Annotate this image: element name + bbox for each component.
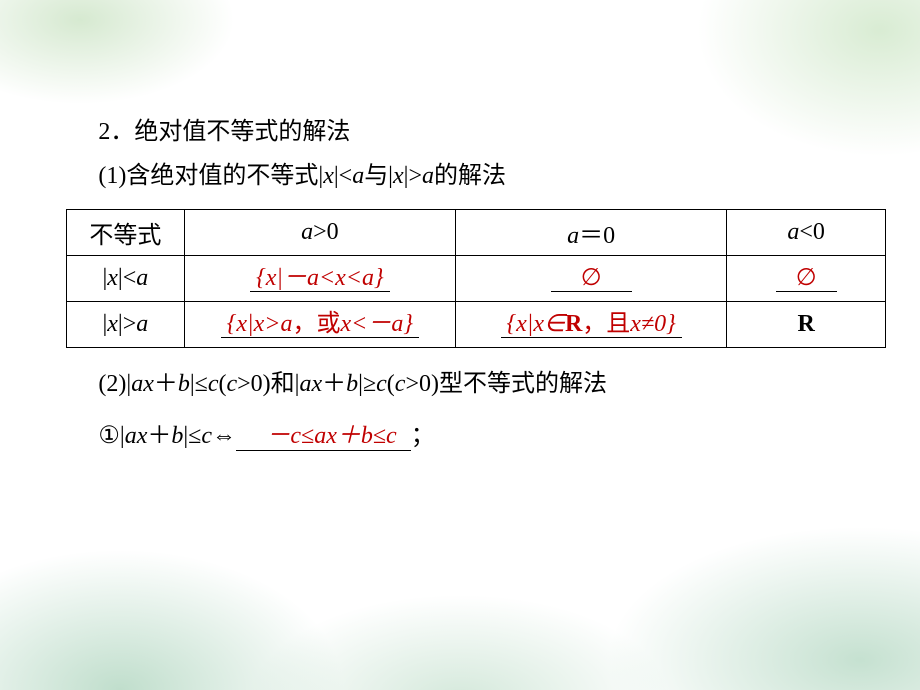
cell-answer: R [727,301,886,347]
slide-content: 2．绝对值不等式的解法 (1)含绝对值的不等式|x|<a与|x|>a的解法 不等… [72,110,872,459]
text: 与| [364,163,393,189]
var-x: x [107,265,118,291]
table-row: 不等式 a>0 a＝0 a<0 [67,209,886,255]
cell-answer: {x|x>a，或x<－a} [184,301,455,347]
text: ＝0 [579,223,615,249]
var-b: b [346,371,358,397]
var-b: b [178,371,190,397]
text: ，且 [582,311,630,337]
var-ax: ax [125,423,148,449]
cell-answer: {x|x∈R，且x≠0} [456,301,727,347]
var-a: a [567,223,579,249]
text: x≠0} [630,311,675,337]
answer-text: {x|x∈R，且x≠0} [501,311,682,338]
var-a: a [352,163,364,189]
header-a-lt-0: a<0 [727,209,886,255]
header-a-gt-0: a>0 [184,209,455,255]
cell-answer: ∅ [456,255,727,301]
text: ①| [98,423,124,449]
answer-text: {x|x>a，或x<－a} [221,311,419,338]
var-ax: ax [299,371,322,397]
text: {x|x>a [227,311,293,337]
answer-text: －c≤ax＋b≤c [236,423,411,450]
var-c: c [395,371,406,397]
answer-text: {x|－a<x<a} [250,265,390,292]
cell-lhs: |x|<a [67,255,185,301]
var-a: a [787,219,799,245]
cell-answer: {x|－a<x<a} [184,255,455,301]
var-a: a [422,163,434,189]
text: |> [404,163,422,189]
text: ＋ [154,371,178,397]
text: >0)和| [237,371,299,397]
var-x: x [107,311,118,337]
text: ＋ [322,371,346,397]
cell-lhs: |x|>a [67,301,185,347]
var-a: a [136,311,148,337]
text: ＋ [147,423,171,449]
text: ； [411,423,435,449]
text: |< [118,265,136,291]
header-a-eq-0: a＝0 [456,209,727,255]
cell-answer: ∅ [727,255,886,301]
set-R: R [797,311,814,337]
text: |≤ [183,423,201,449]
text: ，或 [292,311,340,337]
text: |< [334,163,352,189]
var-c: c [208,371,219,397]
var-c: c [376,371,387,397]
var-c: c [201,423,212,449]
table-row: |x|<a {x|－a<x<a} ∅ ∅ [67,255,886,301]
item-1: ①|ax＋b|≤c⇔－c≤ax＋b≤c； [72,414,872,458]
text: |> [118,311,136,337]
text: 的解法 [434,163,506,189]
text: |≥ [358,371,376,397]
var-b: b [171,423,183,449]
text: |≤ [190,371,208,397]
inequality-table: 不等式 a>0 a＝0 a<0 |x|<a {x|－a<x<a} ∅ ∅ |x|… [66,209,886,348]
text: {x|x∈ [507,311,565,337]
subheading-1: (1)含绝对值的不等式|x|<a与|x|>a的解法 [72,154,872,198]
var-c: c [226,371,237,397]
text: (2)| [98,371,131,397]
set-R: R [565,311,582,337]
subheading-2: (2)|ax＋b|≤c(c>0)和|ax＋b|≥c(c>0)型不等式的解法 [72,362,872,406]
var-x: x [323,163,334,189]
var-ax: ax [131,371,154,397]
text: x<－a} [340,311,412,337]
iff-symbol: ⇔ [212,423,236,449]
var-a: a [136,265,148,291]
answer-text: ∅ [551,265,632,292]
var-a: a [301,219,313,245]
answer-text: ∅ [776,265,837,292]
header-inequality: 不等式 [67,209,185,255]
section-heading: 2．绝对值不等式的解法 [72,110,872,154]
text: <0 [799,219,825,245]
text: (1)含绝对值的不等式| [98,163,323,189]
text: >0)型不等式的解法 [405,371,607,397]
text: ( [387,371,395,397]
text: >0 [313,219,339,245]
var-x: x [393,163,404,189]
table-row: |x|>a {x|x>a，或x<－a} {x|x∈R，且x≠0} R [67,301,886,347]
